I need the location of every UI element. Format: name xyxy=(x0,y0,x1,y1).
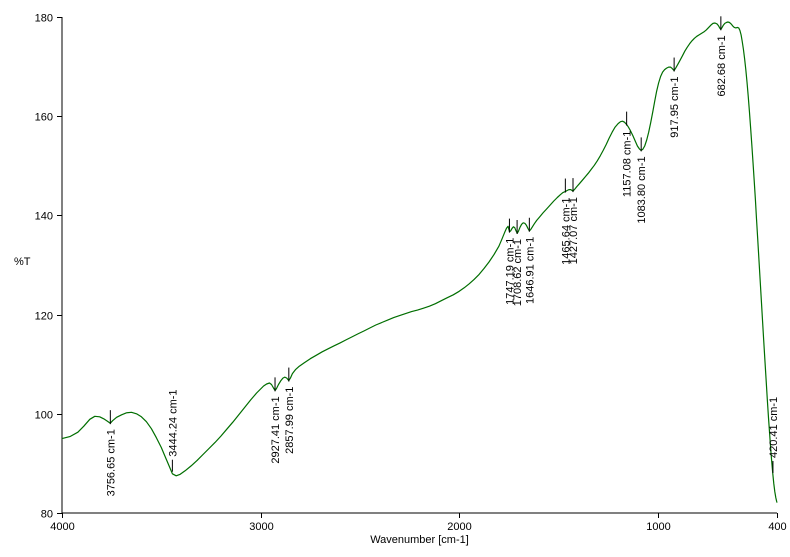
y-tick-label: 120 xyxy=(35,311,53,323)
x-axis-title: Wavenumber [cm-1] xyxy=(370,534,469,546)
peak-label: 3444.24 cm-1 xyxy=(167,389,179,456)
peak-label: 1427.07 cm-1 xyxy=(568,197,580,264)
x-tick-label: 400 xyxy=(768,521,786,533)
peak-label: 2857.99 cm-1 xyxy=(284,387,296,454)
x-tick-label: 1000 xyxy=(646,521,670,533)
x-tick-label: 3000 xyxy=(249,521,273,533)
peak-label: 2927.41 cm-1 xyxy=(270,396,282,463)
peak-label: 1646.91 cm-1 xyxy=(524,237,536,304)
y-axis-title: %T xyxy=(14,256,31,268)
x-tick-label: 4000 xyxy=(50,521,74,533)
peak-label: 1708.62 cm-1 xyxy=(512,239,524,306)
y-tick-label: 100 xyxy=(35,410,53,422)
y-tick-label: 140 xyxy=(35,211,53,223)
y-tick-label: 180 xyxy=(35,13,53,25)
peak-label: 1747.19 cm-1 xyxy=(504,238,516,305)
x-tick-label: 2000 xyxy=(447,521,471,533)
peak-label: 1157.08 cm-1 xyxy=(622,131,634,197)
spectrum-curve xyxy=(61,21,778,503)
peak-label: 682.68 cm-1 xyxy=(716,35,728,96)
y-tick-label: 160 xyxy=(35,112,53,124)
peak-label: 420.41 cm-1 xyxy=(768,397,780,458)
peak-label: 1465.64 cm-1 xyxy=(560,198,572,265)
peak-label: 3756.65 cm-1 xyxy=(105,429,117,496)
peak-label: 917.95 cm-1 xyxy=(669,77,681,138)
y-tick-label: 80 xyxy=(41,509,53,521)
peak-label: 1083.80 cm-1 xyxy=(636,156,648,223)
